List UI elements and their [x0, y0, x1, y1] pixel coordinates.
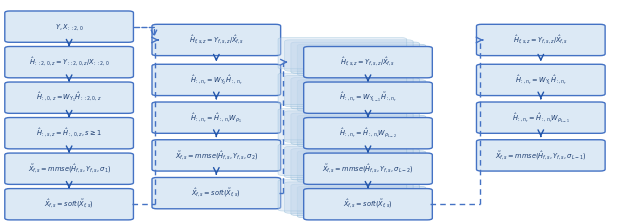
Text: $Y, X_{::2,0}$: $Y, X_{::2,0}$: [55, 22, 83, 32]
FancyBboxPatch shape: [284, 111, 413, 142]
FancyBboxPatch shape: [291, 42, 420, 73]
FancyBboxPatch shape: [278, 109, 407, 140]
Text: $\hat{X}_{f,s} = soft(\tilde{X}_{f,s})$: $\hat{X}_{f,s} = soft(\tilde{X}_{f,s})$: [191, 187, 241, 199]
FancyBboxPatch shape: [291, 113, 420, 145]
Text: $\tilde{X}_{f,s} = mmse(\hat{H}_{f,s},Y_{f,s},\sigma_{L-1})$: $\tilde{X}_{f,s} = mmse(\hat{H}_{f,s},Y_…: [495, 149, 586, 162]
Text: $\hat{H}_{:,n_r} = W_{Y_2}\hat{H}_{:,n_r}$: $\hat{H}_{:,n_r} = W_{Y_2}\hat{H}_{:,n_r…: [190, 73, 243, 87]
Text: $\hat{H}_{f,s,z} = Y_{f,s,z}/\hat{X}_{f,s}$: $\hat{H}_{f,s,z} = Y_{f,s,z}/\hat{X}_{f,…: [513, 34, 568, 46]
Text: $\hat{H}_{f,s,z} = Y_{f,s,z}/\hat{X}_{f,s}$: $\hat{H}_{f,s,z} = Y_{f,s,z}/\hat{X}_{f,…: [189, 34, 244, 46]
FancyBboxPatch shape: [152, 102, 280, 133]
FancyBboxPatch shape: [278, 73, 407, 104]
Text: $\hat{H}_{:,n_r} = W_{Y_{L-1}}\tilde{H}_{:,n_r}$: $\hat{H}_{:,n_r} = W_{Y_{L-1}}\tilde{H}_…: [339, 91, 397, 104]
FancyBboxPatch shape: [5, 82, 134, 113]
FancyBboxPatch shape: [303, 82, 433, 113]
FancyBboxPatch shape: [291, 149, 420, 180]
FancyBboxPatch shape: [291, 184, 420, 215]
FancyBboxPatch shape: [5, 189, 134, 220]
Text: $\hat{X}_{f,s} = soft(\tilde{X}_{f,s})$: $\hat{X}_{f,s} = soft(\tilde{X}_{f,s})$: [343, 198, 393, 210]
FancyBboxPatch shape: [297, 44, 426, 75]
FancyBboxPatch shape: [476, 24, 605, 56]
Text: $\hat{H}_{::2,0,z} = Y_{::2,0,z}/X_{::2,0}$: $\hat{H}_{::2,0,z} = Y_{::2,0,z}/X_{::2,…: [29, 56, 109, 68]
FancyBboxPatch shape: [297, 151, 426, 182]
Text: $\hat{H}_{:,s,z} = \hat{H}_{:,0,z}, s\geq 1$: $\hat{H}_{:,s,z} = \hat{H}_{:,0,z}, s\ge…: [36, 127, 102, 139]
Text: $\hat{H}_{:,0,z} = W_{Y_1}\hat{H}_{::2,0,z}$: $\hat{H}_{:,0,z} = W_{Y_1}\hat{H}_{::2,0…: [36, 91, 102, 104]
FancyBboxPatch shape: [5, 118, 134, 149]
Text: $\hat{X}_{f,s} = soft(\tilde{X}_{f,s})$: $\hat{X}_{f,s} = soft(\tilde{X}_{f,s})$: [44, 198, 94, 210]
Text: $\hat{H}_{:,n_r} = W_{Y_L}\hat{H}_{:,n_r}$: $\hat{H}_{:,n_r} = W_{Y_L}\hat{H}_{:,n_r…: [515, 73, 567, 87]
FancyBboxPatch shape: [152, 140, 280, 171]
FancyBboxPatch shape: [278, 180, 407, 211]
Text: $\tilde{X}_{f,s} = mmse(\hat{H}_{f,s},Y_{f,s},\sigma_2)$: $\tilde{X}_{f,s} = mmse(\hat{H}_{f,s},Y_…: [175, 149, 258, 162]
FancyBboxPatch shape: [291, 78, 420, 109]
FancyBboxPatch shape: [284, 40, 413, 71]
FancyBboxPatch shape: [297, 115, 426, 147]
FancyBboxPatch shape: [5, 11, 134, 42]
FancyBboxPatch shape: [152, 64, 280, 95]
FancyBboxPatch shape: [476, 102, 605, 133]
Text: $\hat{H}_{f,s,z} = Y_{f,s,z}/\hat{X}_{f,s}$: $\hat{H}_{f,s,z} = Y_{f,s,z}/\hat{X}_{f,…: [340, 56, 396, 68]
FancyBboxPatch shape: [284, 182, 413, 213]
FancyBboxPatch shape: [152, 24, 280, 56]
FancyBboxPatch shape: [297, 80, 426, 111]
FancyBboxPatch shape: [476, 64, 605, 95]
FancyBboxPatch shape: [5, 47, 134, 78]
FancyBboxPatch shape: [303, 118, 433, 149]
FancyBboxPatch shape: [303, 189, 433, 220]
Text: $\tilde{X}_{f,s} = mmse(\hat{H}_{f,s},Y_{f,s},\sigma_{L-2})$: $\tilde{X}_{f,s} = mmse(\hat{H}_{f,s},Y_…: [323, 163, 413, 175]
FancyBboxPatch shape: [278, 144, 407, 175]
FancyBboxPatch shape: [303, 153, 433, 184]
Text: $\hat{H}_{:,n_r} = \hat{H}_{:,n_r}W_{\rho_{L-1}}$: $\hat{H}_{:,n_r} = \hat{H}_{:,n_r}W_{\rh…: [512, 111, 570, 125]
Text: $\hat{H}_{:,n_r} = \hat{H}_{:,n_r}W_{\rho_{L-2}}$: $\hat{H}_{:,n_r} = \hat{H}_{:,n_r}W_{\rh…: [339, 126, 397, 140]
Text: $\tilde{X}_{f,s} = mmse(\hat{H}_{f,s},Y_{f,s},\sigma_1)$: $\tilde{X}_{f,s} = mmse(\hat{H}_{f,s},Y_…: [28, 163, 111, 175]
Text: $\hat{H}_{:,n_r} = \hat{H}_{:,n_r}W_{\rho_1}$: $\hat{H}_{:,n_r} = \hat{H}_{:,n_r}W_{\rh…: [190, 111, 243, 125]
FancyBboxPatch shape: [476, 140, 605, 171]
FancyBboxPatch shape: [297, 186, 426, 218]
FancyBboxPatch shape: [152, 178, 280, 209]
FancyBboxPatch shape: [278, 38, 407, 69]
FancyBboxPatch shape: [5, 153, 134, 184]
FancyBboxPatch shape: [284, 147, 413, 178]
FancyBboxPatch shape: [284, 75, 413, 107]
FancyBboxPatch shape: [303, 47, 433, 78]
